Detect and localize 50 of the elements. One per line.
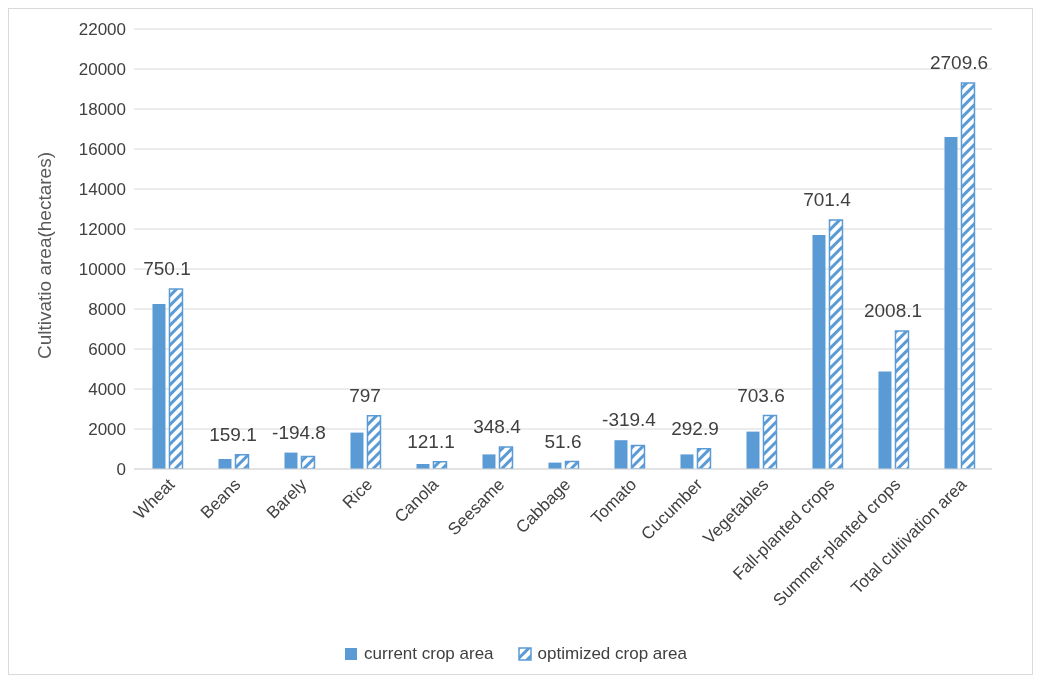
bar [366, 415, 382, 469]
legend-label: optimized crop area [536, 644, 687, 664]
bar [762, 414, 778, 469]
annotation: 2709.6 [929, 52, 989, 73]
bar [878, 371, 892, 469]
bar [218, 459, 232, 469]
y-tick-label: 8000 [88, 300, 126, 320]
bar [960, 82, 976, 469]
y-tick-label: 16000 [78, 140, 126, 160]
bar [234, 454, 250, 469]
annotation: 292.9 [671, 417, 719, 439]
y-tick-label: 14000 [78, 180, 126, 200]
bar [614, 440, 628, 469]
annotation: 703.6 [737, 384, 785, 406]
annotation: 2008.1 [863, 300, 923, 321]
bar [746, 431, 760, 469]
bar [812, 235, 826, 469]
bar [696, 448, 712, 469]
annotation: -194.8 [272, 421, 326, 443]
annotation: 159.1 [209, 423, 257, 445]
annotation: 121.1 [407, 430, 455, 452]
annotation: 51.6 [544, 430, 582, 452]
y-tick-label: 18000 [78, 100, 126, 120]
bar [152, 304, 166, 469]
annotation: 701.4 [803, 189, 852, 210]
bar [680, 454, 694, 469]
bar [944, 137, 958, 469]
bar [828, 219, 844, 469]
annotation: 797 [349, 384, 381, 406]
y-tick-label: 2000 [88, 420, 126, 440]
bar [894, 330, 910, 469]
annotation: 750.1 [143, 258, 191, 279]
bar [498, 446, 514, 469]
y-tick-label: 22000 [78, 20, 126, 40]
bar [482, 454, 496, 469]
y-tick-label: 4000 [88, 380, 126, 400]
legend-label: current crop area [363, 644, 494, 664]
annotation: -319.4 [602, 409, 657, 431]
bar [168, 288, 184, 469]
bar [630, 444, 646, 469]
y-tick-label: 12000 [78, 220, 126, 240]
x-tick-label: Rice [338, 474, 377, 513]
y-tick-label: 6000 [88, 340, 126, 360]
y-tick-label: 10000 [78, 260, 126, 280]
annotation: 348.4 [473, 416, 522, 437]
y-tick-label: 20000 [78, 60, 126, 80]
y-axis-title: Cultivatio area(hectares) [33, 152, 55, 359]
y-tick-label: 0 [116, 460, 126, 480]
bar [284, 452, 298, 469]
bar [350, 432, 364, 469]
